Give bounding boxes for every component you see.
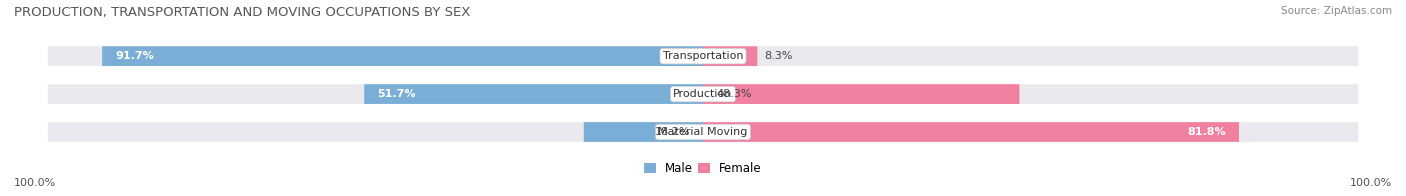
Text: Source: ZipAtlas.com: Source: ZipAtlas.com bbox=[1281, 6, 1392, 16]
FancyBboxPatch shape bbox=[48, 46, 1358, 66]
Legend: Male, Female: Male, Female bbox=[640, 157, 766, 180]
Text: 100.0%: 100.0% bbox=[14, 178, 56, 188]
Text: 48.3%: 48.3% bbox=[716, 89, 752, 99]
Text: PRODUCTION, TRANSPORTATION AND MOVING OCCUPATIONS BY SEX: PRODUCTION, TRANSPORTATION AND MOVING OC… bbox=[14, 6, 471, 19]
Text: 91.7%: 91.7% bbox=[115, 51, 155, 61]
FancyBboxPatch shape bbox=[364, 84, 703, 104]
FancyBboxPatch shape bbox=[48, 84, 1358, 104]
FancyBboxPatch shape bbox=[48, 122, 1358, 142]
Text: Production: Production bbox=[673, 89, 733, 99]
Text: 81.8%: 81.8% bbox=[1187, 127, 1226, 137]
Text: Material Moving: Material Moving bbox=[658, 127, 748, 137]
FancyBboxPatch shape bbox=[703, 46, 758, 66]
Text: Transportation: Transportation bbox=[662, 51, 744, 61]
FancyBboxPatch shape bbox=[583, 122, 703, 142]
FancyBboxPatch shape bbox=[103, 46, 703, 66]
Text: 8.3%: 8.3% bbox=[763, 51, 793, 61]
FancyBboxPatch shape bbox=[703, 122, 1239, 142]
Text: 51.7%: 51.7% bbox=[377, 89, 416, 99]
FancyBboxPatch shape bbox=[703, 84, 1019, 104]
Text: 18.2%: 18.2% bbox=[654, 127, 690, 137]
Text: 100.0%: 100.0% bbox=[1350, 178, 1392, 188]
